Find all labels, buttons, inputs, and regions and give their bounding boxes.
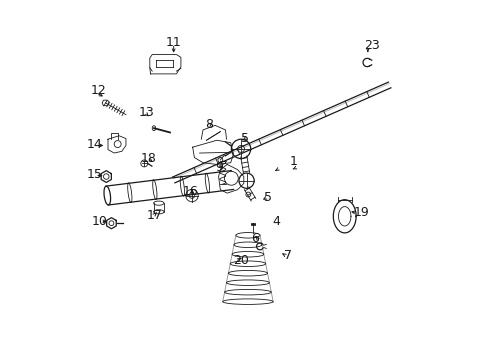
Text: 15: 15: [86, 168, 102, 181]
Text: 5: 5: [264, 191, 272, 204]
Text: 19: 19: [353, 206, 368, 219]
Text: 10: 10: [92, 215, 107, 228]
Text: 1: 1: [289, 155, 297, 168]
Text: 12: 12: [90, 84, 106, 96]
Text: 14: 14: [86, 138, 102, 151]
Text: 17: 17: [147, 209, 163, 222]
Text: 18: 18: [141, 152, 156, 165]
Text: 23: 23: [364, 39, 379, 52]
Text: 4: 4: [272, 215, 280, 228]
Text: 5: 5: [241, 132, 248, 145]
Text: 11: 11: [165, 36, 181, 49]
Text: 9: 9: [215, 161, 223, 174]
Text: 7: 7: [283, 249, 291, 262]
Text: 8: 8: [204, 118, 212, 131]
Text: 13: 13: [139, 106, 155, 119]
Text: 6: 6: [251, 232, 259, 245]
Text: 20: 20: [233, 254, 249, 267]
Text: 16: 16: [183, 185, 198, 198]
